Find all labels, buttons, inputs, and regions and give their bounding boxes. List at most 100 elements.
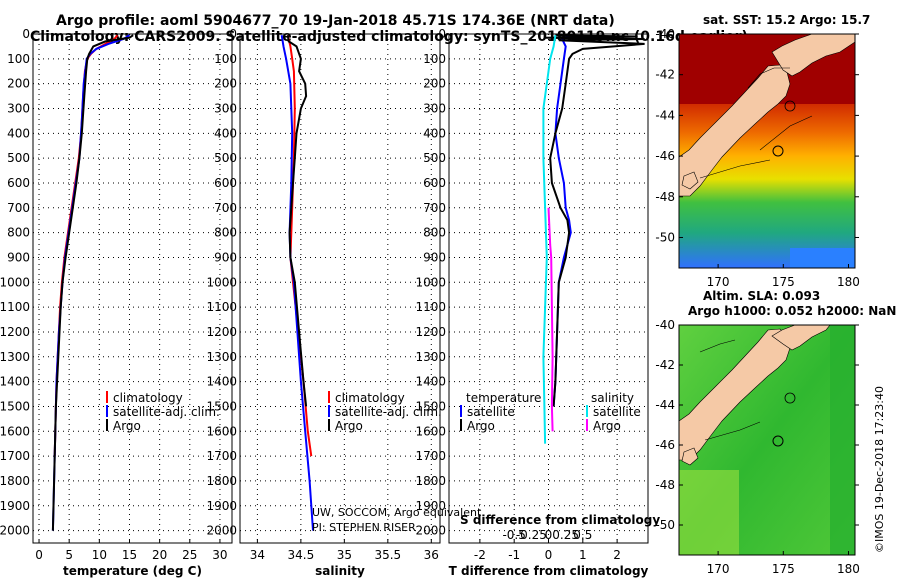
series-argo (51, 34, 134, 531)
series-salinity-satellite (542, 35, 557, 444)
x-tick-label: 35.5 (374, 548, 401, 562)
y-tick-label: 1900 (415, 499, 446, 513)
y-tick-label: 300 (214, 101, 237, 115)
x-tick-label: 36 (424, 548, 439, 562)
map-lat-label: -50 (655, 230, 675, 244)
x-tick-label: 0 (545, 548, 553, 562)
y-tick-label: 600 (423, 176, 446, 190)
x-tick-label: 30 (212, 548, 227, 562)
profile-panel-1: 0 5 10 15 20 25 30 temperature (deg C) 0 100 200 30… (0, 27, 233, 578)
legend-t-argo-label: Argo (467, 419, 495, 433)
salinity-panel-legend: climatology satellite-adj. clim. Argo (328, 391, 442, 433)
y-tick-label: 800 (7, 226, 30, 240)
sla-map (678, 324, 856, 556)
x-tick-label: 15 (122, 548, 137, 562)
y-tick-label: 1300 (0, 350, 30, 364)
altimetry-map-title: Altim. SLA: 0.093 (703, 289, 821, 303)
y-tick-label: 900 (214, 250, 237, 264)
y-tick-label: 2000 (206, 524, 237, 538)
x-tick-label: 10 (92, 548, 107, 562)
y-tick-label: 1500 (0, 399, 30, 413)
legend-s-argo-label: Argo (593, 419, 621, 433)
y-tick-label: 1800 (0, 474, 30, 488)
map-lon-label: 175 (772, 275, 795, 289)
stewart-island-sla (681, 447, 699, 466)
sla-argo-location-marker (772, 435, 784, 447)
y-tick-label: 500 (214, 151, 237, 165)
legend-climatology-swatch (328, 391, 330, 403)
sst-argo-location-marker (772, 145, 784, 157)
s-difference-axis-label: S difference from climatology (460, 513, 660, 527)
legend-argo-swatch (106, 419, 108, 431)
y-tick-label: 1900 (0, 499, 30, 513)
map-lon-label: 170 (707, 562, 730, 576)
y-tick-label: 400 (423, 126, 446, 140)
legend-satellite-label: satellite-adj. clim. (113, 405, 220, 419)
temperature-panel-legend: climatology satellite-adj. clim. Argo (106, 391, 220, 433)
y-tick-label: 1200 (415, 325, 446, 339)
y-tick-label: 700 (214, 201, 237, 215)
s-difference-tick-label: 0 (545, 528, 553, 542)
sla-map-frame (678, 324, 856, 556)
y-tick-label: 1100 (206, 300, 237, 314)
map-lat-label: -44 (655, 108, 675, 122)
difference-panel-legend: temperature satellite Argo salinity sate… (460, 391, 641, 433)
legend-satellite-label: satellite-adj. clim. (335, 405, 442, 419)
y-tick-label: 500 (423, 151, 446, 165)
south-island-sst (679, 64, 791, 197)
map-lon-label: 170 (707, 275, 730, 289)
sst-map-title: sat. SST: 15.2 Argo: 15.7 (703, 13, 871, 27)
series-temperature-argo (545, 34, 645, 407)
x-axis-label: salinity (315, 564, 365, 578)
y-tick-label: 800 (214, 226, 237, 240)
legend-satellite-swatch (106, 405, 108, 417)
y-tick-label: 200 (7, 77, 30, 91)
x-tick-label: 2 (613, 548, 621, 562)
y-tick-label: 1100 (0, 300, 30, 314)
y-tick-label: 1600 (206, 424, 237, 438)
legend-salinity-title: salinity (591, 391, 634, 405)
y-tick-label: 1400 (415, 375, 446, 389)
y-tick-label: 100 (7, 52, 30, 66)
sla-southwest-patch (679, 470, 739, 555)
x-tick-label: -2 (474, 548, 486, 562)
y-tick-label: 1000 (206, 275, 237, 289)
legend-t-satellite-label: satellite (467, 405, 515, 419)
y-tick-label: 200 (214, 77, 237, 91)
s-difference-tick-label: -0.25 (516, 528, 547, 542)
legend-climatology-label: climatology (335, 391, 405, 405)
y-tick-label: 1700 (206, 449, 237, 463)
y-tick-label: 700 (423, 201, 446, 215)
y-tick-label: 700 (7, 201, 30, 215)
legend-s-argo-swatch (586, 419, 588, 431)
panel-frame (32, 33, 233, 544)
y-tick-label: 1500 (206, 399, 237, 413)
sla-east-band (830, 325, 855, 555)
y-tick-label: 0 (438, 27, 446, 41)
y-tick-label: 1800 (415, 474, 446, 488)
panel-frame (239, 33, 441, 544)
legend-satellite-swatch (328, 405, 330, 417)
y-tick-label: 400 (7, 126, 30, 140)
profile-panel-3: -2 -1 0 1 2 T difference from climatology 0 100… (415, 27, 648, 578)
y-tick-label: 1400 (0, 375, 30, 389)
y-tick-label: 200 (423, 77, 446, 91)
x-tick-label: 34 (250, 548, 265, 562)
sst-bathymetry-contours (699, 67, 813, 179)
y-tick-label: 1500 (415, 399, 446, 413)
north-island-sst (771, 34, 855, 77)
map-lat-label: -40 (655, 318, 675, 332)
y-tick-label: 1300 (206, 350, 237, 364)
map-lon-label: 175 (772, 562, 795, 576)
x-tick-label: 35 (337, 548, 352, 562)
y-tick-label: 2000 (0, 524, 30, 538)
s-difference-tick-label: -0.5 (502, 528, 525, 542)
y-tick-label: 100 (214, 52, 237, 66)
map-lat-label: -46 (655, 438, 675, 452)
map-lon-label: 180 (837, 275, 860, 289)
legend-argo-swatch (328, 419, 330, 431)
y-tick-label: 1000 (0, 275, 30, 289)
series-salinity-argo (547, 207, 554, 432)
y-tick-label: 400 (214, 126, 237, 140)
legend-temperature-title: temperature (466, 391, 541, 405)
